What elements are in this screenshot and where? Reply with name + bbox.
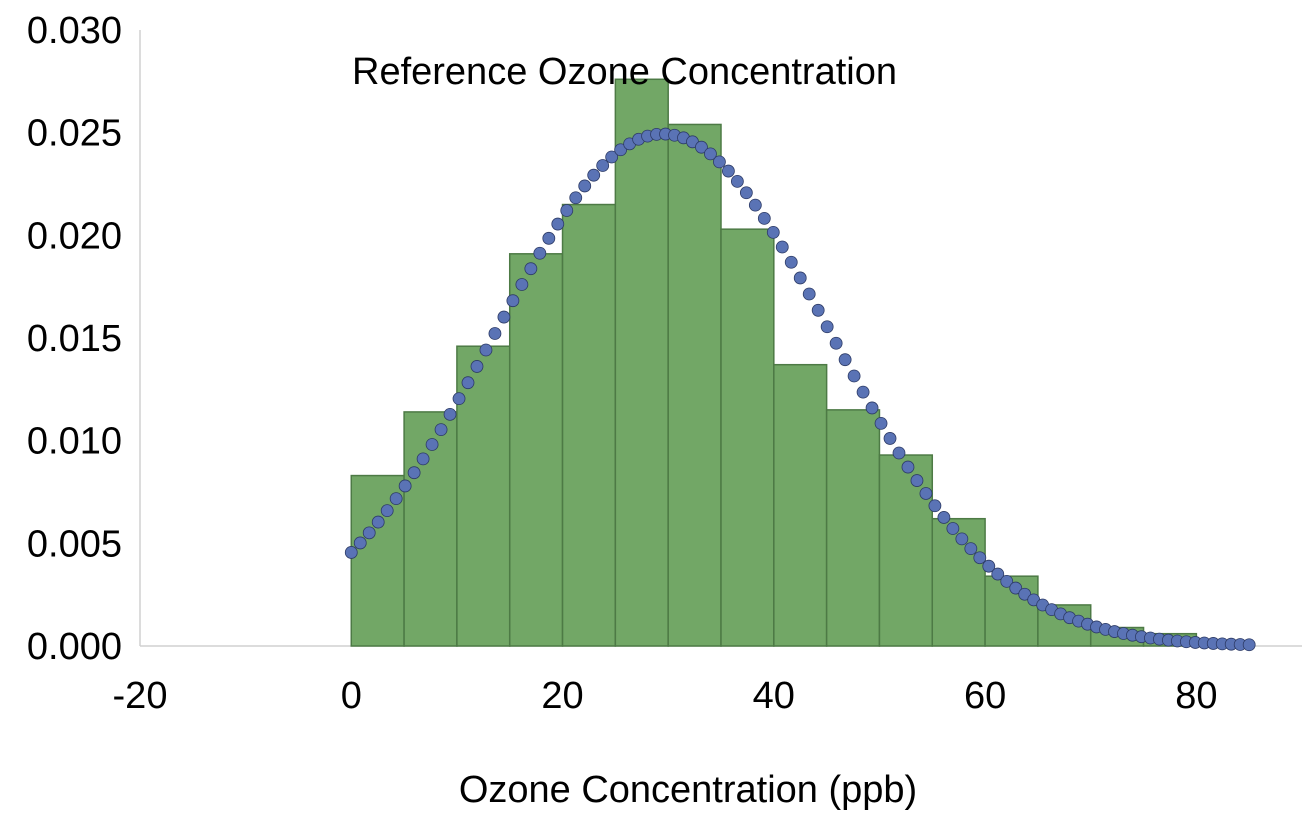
histogram-bar-7 xyxy=(720,228,775,647)
histogram-bar-4 xyxy=(561,203,617,647)
fit-point-3 xyxy=(371,515,385,529)
fit-point-6 xyxy=(398,479,412,493)
fit-point-57 xyxy=(856,385,870,399)
fit-point-44 xyxy=(739,186,753,200)
fit-point-45 xyxy=(748,198,762,212)
fit-point-12 xyxy=(452,392,466,406)
fit-point-61 xyxy=(892,446,906,460)
fit-point-1 xyxy=(353,536,367,550)
histogram-bar-8 xyxy=(773,363,828,647)
fit-point-23 xyxy=(551,217,565,231)
fit-point-60 xyxy=(883,432,897,445)
fit-point-64 xyxy=(919,487,933,500)
fit-point-52 xyxy=(811,303,825,317)
fit-point-13 xyxy=(461,376,475,390)
y-tick-label-0: 0.000 xyxy=(27,626,122,668)
fit-point-67 xyxy=(946,522,960,535)
fitted-curve xyxy=(344,127,1256,652)
fit-point-65 xyxy=(928,499,942,513)
x-tick-label-3: 40 xyxy=(753,675,795,717)
fit-point-49 xyxy=(784,255,798,269)
fit-point-15 xyxy=(479,343,493,357)
fit-point-18 xyxy=(506,294,520,308)
fit-point-29 xyxy=(605,150,619,164)
fit-point-50 xyxy=(793,271,807,285)
fit-point-41 xyxy=(713,155,726,169)
x-tick-label-4: 60 xyxy=(964,675,1006,717)
fit-point-24 xyxy=(560,204,574,217)
fit-point-9 xyxy=(425,438,439,451)
fit-point-70 xyxy=(973,551,987,565)
fit-point-63 xyxy=(910,474,924,487)
x-tick-label-5: 80 xyxy=(1175,675,1217,717)
fit-point-30 xyxy=(614,143,628,157)
fit-point-48 xyxy=(775,240,789,254)
fit-point-46 xyxy=(757,211,771,225)
fit-point-68 xyxy=(955,532,969,546)
fit-point-58 xyxy=(865,401,879,415)
y-tick-label-1: 0.005 xyxy=(27,523,122,565)
fit-point-7 xyxy=(407,466,421,480)
histogram-bar-6 xyxy=(667,123,722,647)
y-tick-label-5: 0.025 xyxy=(27,113,122,155)
x-tick-label-2: 20 xyxy=(541,675,583,717)
fit-point-51 xyxy=(802,287,816,301)
fit-point-11 xyxy=(443,407,457,421)
histogram-bars xyxy=(350,78,1250,647)
fit-point-59 xyxy=(874,416,888,430)
x-tick-label-0: -20 xyxy=(113,675,168,717)
fit-point-8 xyxy=(416,452,430,466)
histogram-bar-1 xyxy=(403,411,458,647)
fit-point-40 xyxy=(704,147,717,161)
fit-point-22 xyxy=(542,231,556,245)
fit-point-69 xyxy=(964,542,978,556)
fit-point-20 xyxy=(524,262,538,276)
chart-title: Reference Ozone Concentration xyxy=(352,51,897,93)
fit-point-16 xyxy=(488,327,502,340)
x-tick-label-1: 0 xyxy=(341,675,362,717)
x-axis-title: Ozone Concentration (ppb) xyxy=(459,769,917,811)
fit-point-0 xyxy=(344,546,358,559)
fit-point-14 xyxy=(470,360,484,373)
y-tick-label-2: 0.010 xyxy=(27,421,122,463)
y-tick-label-3: 0.015 xyxy=(27,318,122,360)
fit-point-39 xyxy=(695,140,708,154)
fit-point-19 xyxy=(515,278,529,291)
fit-point-56 xyxy=(847,369,861,383)
fit-point-21 xyxy=(533,246,547,260)
fit-point-10 xyxy=(434,423,448,437)
fit-point-43 xyxy=(730,174,744,188)
x-axis-tick-labels: -20 0 20 40 60 80 xyxy=(113,675,1218,717)
fit-point-4 xyxy=(380,504,394,518)
fit-point-25 xyxy=(569,191,583,205)
fit-point-62 xyxy=(901,460,915,474)
y-tick-label-6: 0.030 xyxy=(27,10,122,52)
histogram-bar-3 xyxy=(508,253,564,647)
y-axis-tick-labels: 0.000 0.005 0.010 0.015 0.020 0.025 0.030 xyxy=(27,10,122,668)
fit-point-100 xyxy=(1242,638,1256,652)
fit-point-74 xyxy=(1009,581,1023,595)
fit-point-53 xyxy=(820,320,834,334)
fit-point-28 xyxy=(596,159,610,172)
histogram-bar-5 xyxy=(614,78,669,647)
fit-point-26 xyxy=(578,179,592,193)
fit-point-71 xyxy=(982,559,996,573)
fit-point-17 xyxy=(497,310,511,324)
histogram-bar-10 xyxy=(878,454,934,647)
fit-point-5 xyxy=(389,492,403,506)
fit-point-73 xyxy=(1000,574,1014,588)
histogram-bar-9 xyxy=(825,409,881,647)
fit-point-66 xyxy=(937,511,951,524)
histogram-bar-2 xyxy=(456,345,511,647)
fit-point-42 xyxy=(721,164,735,178)
fit-point-47 xyxy=(766,225,780,239)
y-tick-label-4: 0.020 xyxy=(27,215,122,257)
fit-point-54 xyxy=(829,336,843,350)
fit-point-55 xyxy=(838,353,852,367)
fit-point-72 xyxy=(991,567,1005,581)
fit-point-27 xyxy=(587,168,601,182)
fit-point-2 xyxy=(362,526,376,540)
